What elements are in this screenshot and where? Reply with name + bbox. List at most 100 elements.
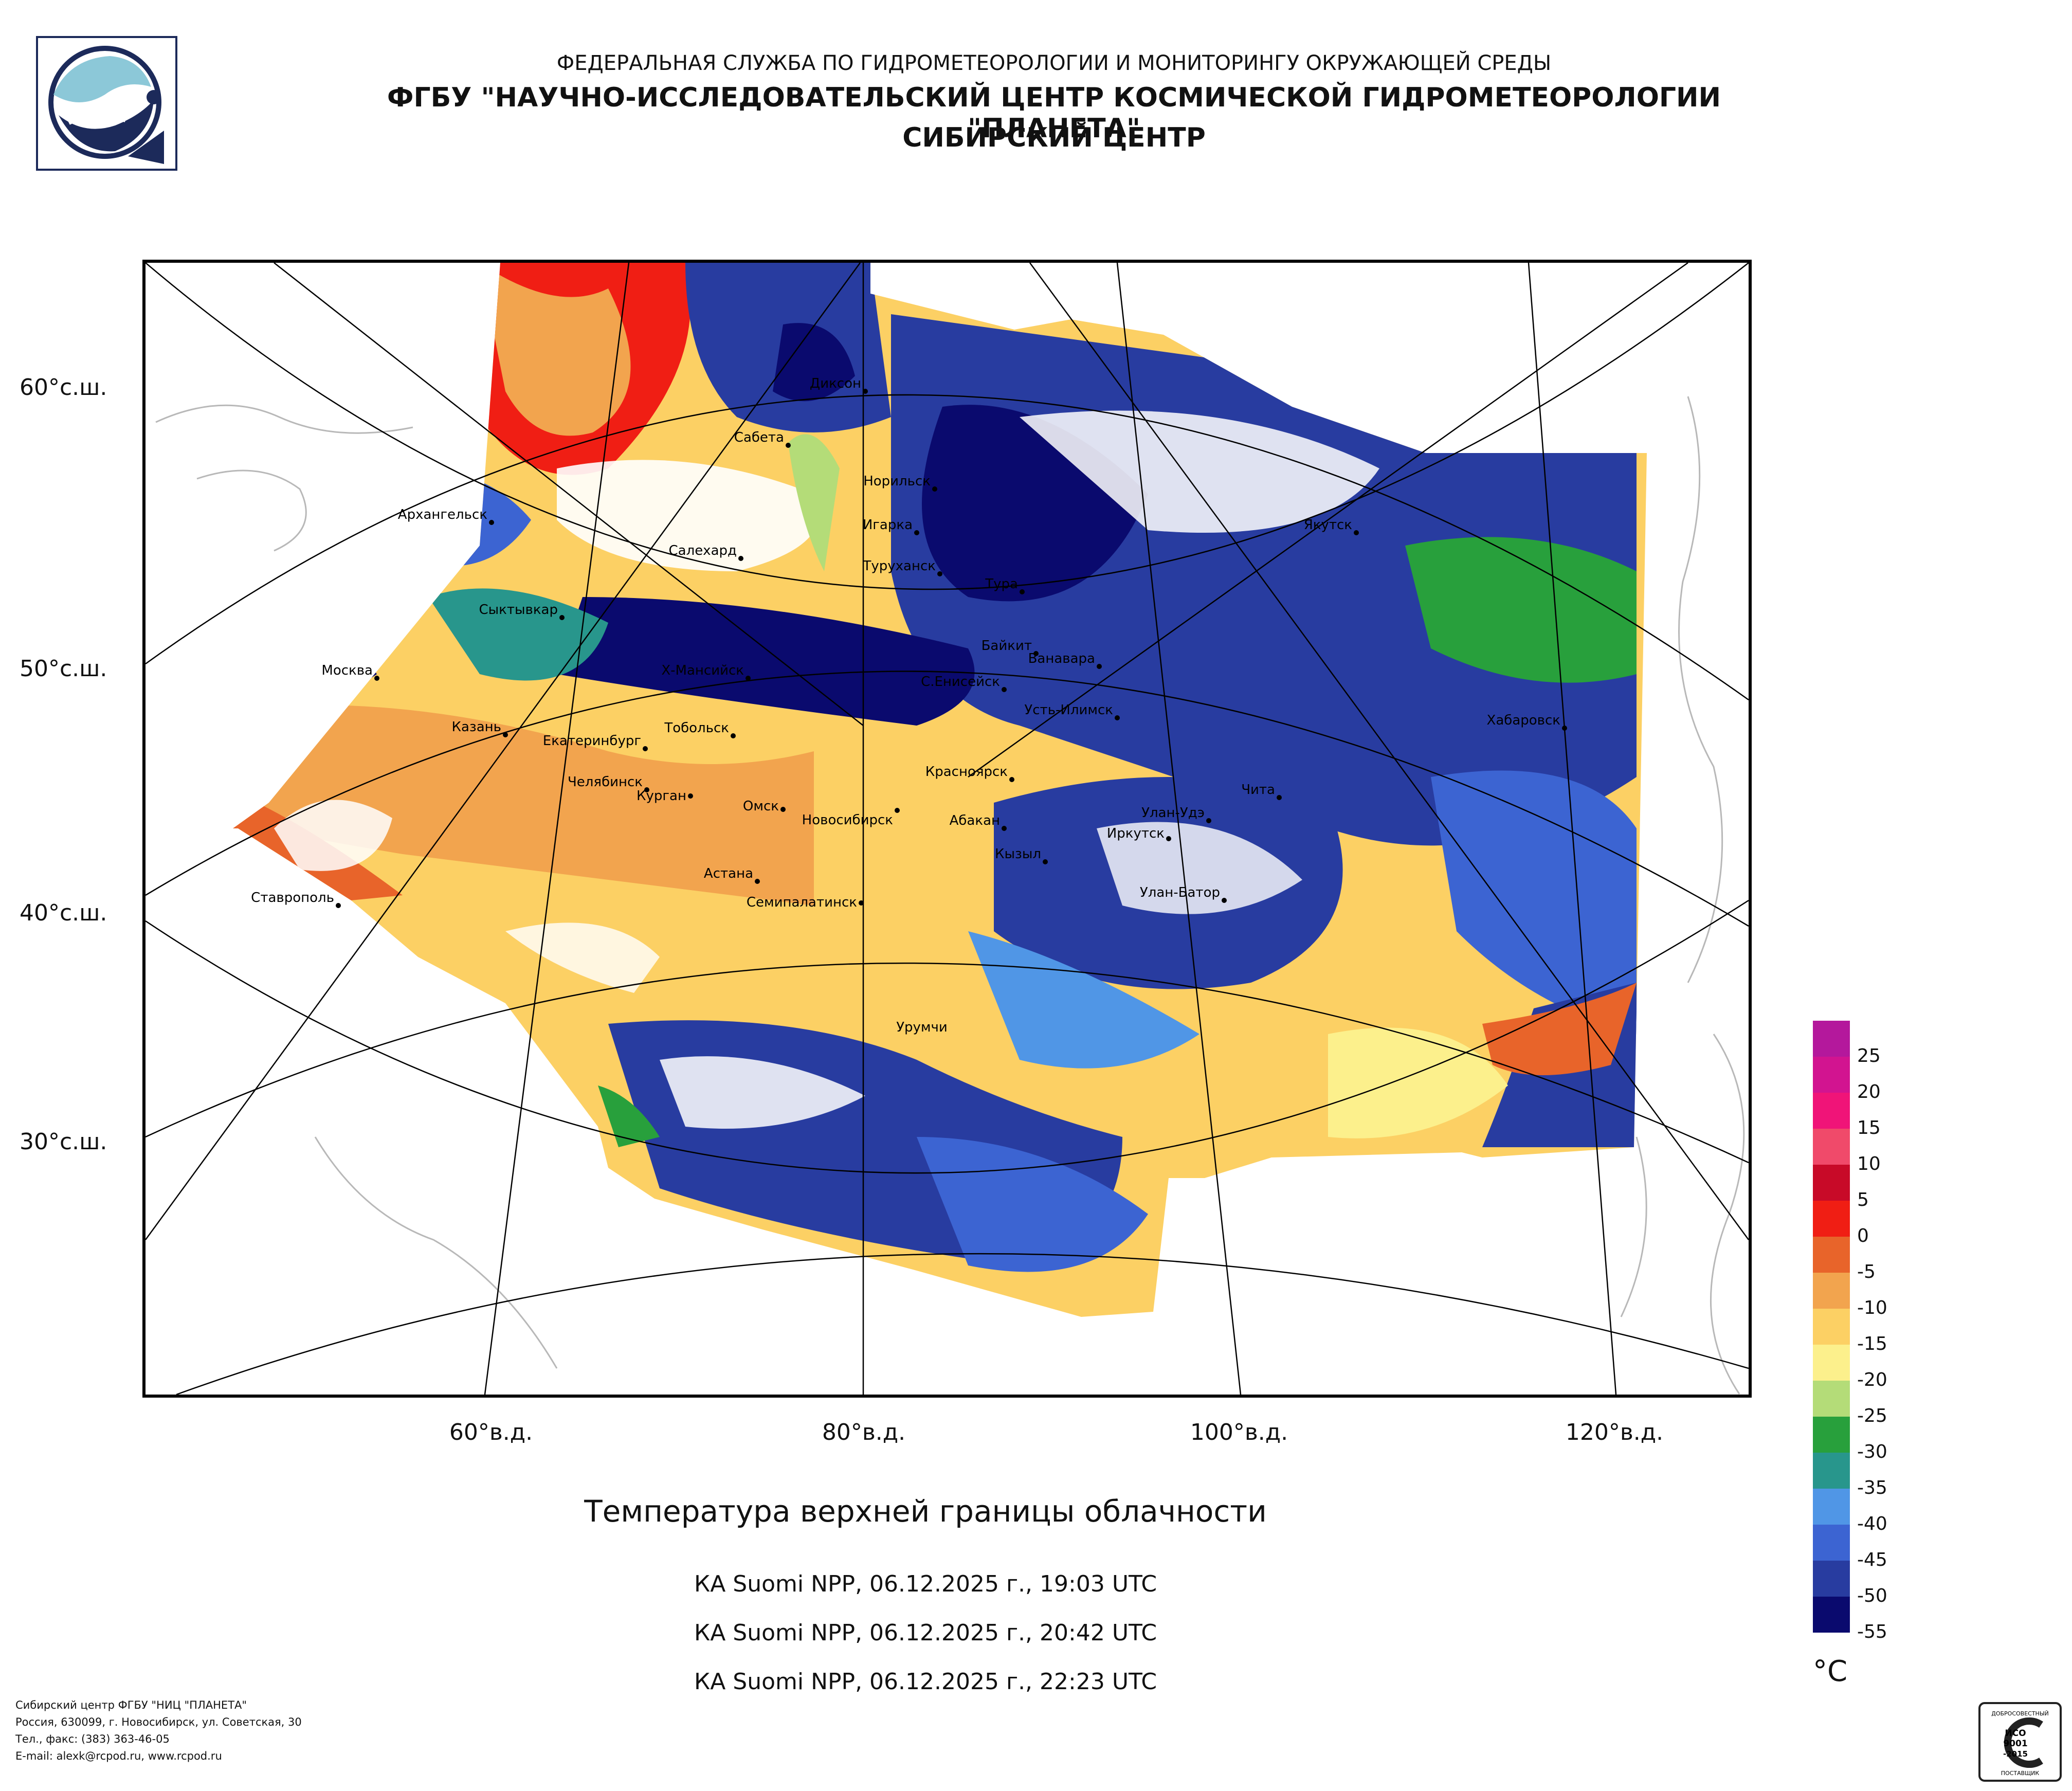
colorbar-tick-label: 20 bbox=[1857, 1081, 1881, 1102]
city-sabeta: Сабета bbox=[734, 430, 791, 448]
colorbar-tick-label: -15 bbox=[1857, 1333, 1887, 1354]
city-labels: Диксон Сабета Норильск Игарка Туруханск … bbox=[251, 376, 1567, 1035]
svg-text:Байкит: Байкит bbox=[982, 638, 1032, 654]
svg-text:Диксон: Диксон bbox=[810, 376, 861, 391]
city-norilsk: Норильск bbox=[863, 474, 937, 492]
svg-text:ПОСТАВЩИК: ПОСТАВЩИК bbox=[2001, 1770, 2040, 1777]
pass-1: КА Suomi NPP, 06.12.2025 г., 19:03 UTC bbox=[694, 1571, 1157, 1597]
colorbar-swatch bbox=[1813, 1201, 1850, 1237]
svg-text:Якутск: Якутск bbox=[1304, 517, 1352, 533]
colorbar-swatch bbox=[1813, 1273, 1850, 1309]
svg-text:Чита: Чита bbox=[1241, 782, 1275, 798]
colorbar-swatch bbox=[1813, 1345, 1850, 1381]
pass-3: КА Suomi NPP, 06.12.2025 г., 22:23 UTC bbox=[694, 1669, 1157, 1695]
colorbar-swatch bbox=[1813, 1309, 1850, 1345]
colorbar-tick-label: -40 bbox=[1857, 1513, 1887, 1534]
svg-text:Х-Мансийск: Х-Мансийск bbox=[661, 663, 744, 678]
institute-name: ФГБУ "НАУЧНО-ИССЛЕДОВАТЕЛЬСКИЙ ЦЕНТР КОС… bbox=[387, 82, 1721, 144]
city-moscow: Москва bbox=[321, 663, 379, 681]
lon-label-60: 60°в.д. bbox=[449, 1419, 533, 1445]
lat-label-60: 60°с.ш. bbox=[20, 374, 107, 401]
lon-label-120: 120°в.д. bbox=[1565, 1419, 1664, 1445]
svg-text:Тура: Тура bbox=[985, 576, 1018, 592]
lon-label-100: 100°в.д. bbox=[1190, 1419, 1288, 1445]
svg-text:Улан-Удэ: Улан-Удэ bbox=[1141, 805, 1205, 821]
city-krasnoyarsk: Красноярск bbox=[925, 764, 1014, 782]
colorbar-swatch bbox=[1813, 1057, 1850, 1093]
svg-text:Ставрополь: Ставрополь bbox=[251, 890, 334, 906]
colorbar-tick-label: 10 bbox=[1857, 1153, 1881, 1174]
svg-text:Семипалатинск: Семипалатинск bbox=[747, 895, 857, 910]
lon-label-80: 80°в.д. bbox=[822, 1419, 906, 1445]
colorbar-swatch bbox=[1813, 1453, 1850, 1489]
colorbar-tick-label: -25 bbox=[1857, 1405, 1887, 1426]
colorbar-tick-label: 0 bbox=[1857, 1225, 1869, 1246]
colorbar-tick-label: 15 bbox=[1857, 1117, 1881, 1138]
city-novosibirsk: Новосибирск bbox=[802, 808, 900, 828]
city-khabarovsk: Хабаровск bbox=[1487, 713, 1567, 731]
city-semipalatinsk: Семипалатинск bbox=[747, 895, 864, 910]
svg-text:Челябинск: Челябинск bbox=[568, 774, 643, 790]
svg-text:Хабаровск: Хабаровск bbox=[1487, 713, 1560, 728]
city-tobolsk: Тобольск bbox=[664, 720, 736, 738]
footer-email: E-mail: alexk@rcpod.ru, www.rcpod.ru bbox=[15, 1750, 222, 1762]
svg-text:Норильск: Норильск bbox=[863, 474, 931, 489]
svg-text:Игарка: Игарка bbox=[863, 517, 913, 533]
svg-text:Астана: Астана bbox=[704, 866, 753, 881]
lat-label-50: 50°с.ш. bbox=[20, 656, 107, 682]
colorbar-tick-label: -45 bbox=[1857, 1549, 1887, 1570]
svg-text:Салехард: Салехард bbox=[668, 543, 737, 558]
svg-text:Москва: Москва bbox=[321, 663, 373, 678]
footer-phone: Тел., факс: (383) 363-46-05 bbox=[15, 1733, 170, 1745]
city-abakan: Абакан bbox=[950, 813, 1007, 831]
city-chita: Чита bbox=[1241, 782, 1282, 800]
planeta-logo bbox=[36, 36, 177, 171]
svg-text:Улан-Батор: Улан-Батор bbox=[1140, 885, 1220, 900]
colorbar-swatch bbox=[1813, 1237, 1850, 1273]
svg-text:Ванавара: Ванавара bbox=[1028, 651, 1095, 666]
colorbar-swatch bbox=[1813, 1021, 1850, 1057]
lat-label-30: 30°с.ш. bbox=[20, 1129, 107, 1155]
svg-text:Иркутск: Иркутск bbox=[1107, 826, 1165, 841]
footer-org: Сибирский центр ФГБУ "НИЦ "ПЛАНЕТА" bbox=[15, 1699, 247, 1711]
svg-text:Кызыл: Кызыл bbox=[995, 846, 1041, 862]
map-title: Температура верхней границы облачности bbox=[584, 1494, 1267, 1529]
svg-text:Курган: Курган bbox=[637, 788, 686, 804]
graticule bbox=[146, 263, 1749, 1395]
svg-text:Сабета: Сабета bbox=[734, 430, 784, 445]
lat-label-40: 40°с.ш. bbox=[20, 900, 107, 926]
city-khanty-mansiysk: Х-Мансийск bbox=[661, 663, 751, 681]
city-yakutsk: Якутск bbox=[1304, 517, 1359, 535]
svg-text:Екатеринбург: Екатеринбург bbox=[543, 733, 641, 749]
colorbar-unit: °C bbox=[1813, 1655, 1848, 1688]
colorbar-swatch bbox=[1813, 1489, 1850, 1525]
svg-text:9001: 9001 bbox=[2003, 1739, 2027, 1749]
colorbar-swatch bbox=[1813, 1165, 1850, 1201]
colorbar-swatch bbox=[1813, 1597, 1850, 1633]
svg-text:Сыктывкар: Сыктывкар bbox=[479, 602, 558, 618]
city-turukhansk: Туруханск bbox=[863, 558, 942, 576]
city-arkhangelsk: Архангельск bbox=[398, 507, 494, 525]
city-kyzyl: Кызыл bbox=[995, 846, 1048, 864]
city-ulan-ude: Улан-Удэ bbox=[1141, 805, 1211, 823]
svg-text:Красноярск: Красноярск bbox=[925, 764, 1008, 780]
city-stavropol: Ставрополь bbox=[251, 890, 341, 908]
colorbar-tick-label: -10 bbox=[1857, 1297, 1887, 1318]
svg-text:Новосибирск: Новосибирск bbox=[802, 812, 893, 828]
city-kazan: Казань bbox=[452, 719, 508, 737]
city-baykit: Байкит bbox=[982, 638, 1039, 656]
city-tura: Тура bbox=[985, 576, 1025, 594]
iso-certification-badge: ДОБРОСОВЕСТНЫЙ ИСО 9001 -2015 ПОСТАВЩИК bbox=[1978, 1702, 2062, 1782]
city-s-yeniseysk: С.Енисейск bbox=[921, 674, 1007, 692]
svg-text:С.Енисейск: С.Енисейск bbox=[921, 674, 1000, 690]
svg-text:Урумчи: Урумчи bbox=[896, 1020, 948, 1035]
city-chelyabinsk: Челябинск bbox=[568, 774, 649, 792]
city-astana: Астана bbox=[704, 866, 760, 884]
temperature-colorbar bbox=[1813, 1021, 1850, 1633]
satellite-swath bbox=[233, 263, 1647, 1317]
svg-text:-2015: -2015 bbox=[2003, 1749, 2028, 1759]
svg-text:Тобольск: Тобольск bbox=[664, 720, 729, 736]
svg-text:ДОБРОСОВЕСТНЫЙ: ДОБРОСОВЕСТНЫЙ bbox=[1991, 1710, 2049, 1717]
colorbar-swatch bbox=[1813, 1525, 1850, 1561]
colorbar-tick-label: -20 bbox=[1857, 1369, 1887, 1390]
